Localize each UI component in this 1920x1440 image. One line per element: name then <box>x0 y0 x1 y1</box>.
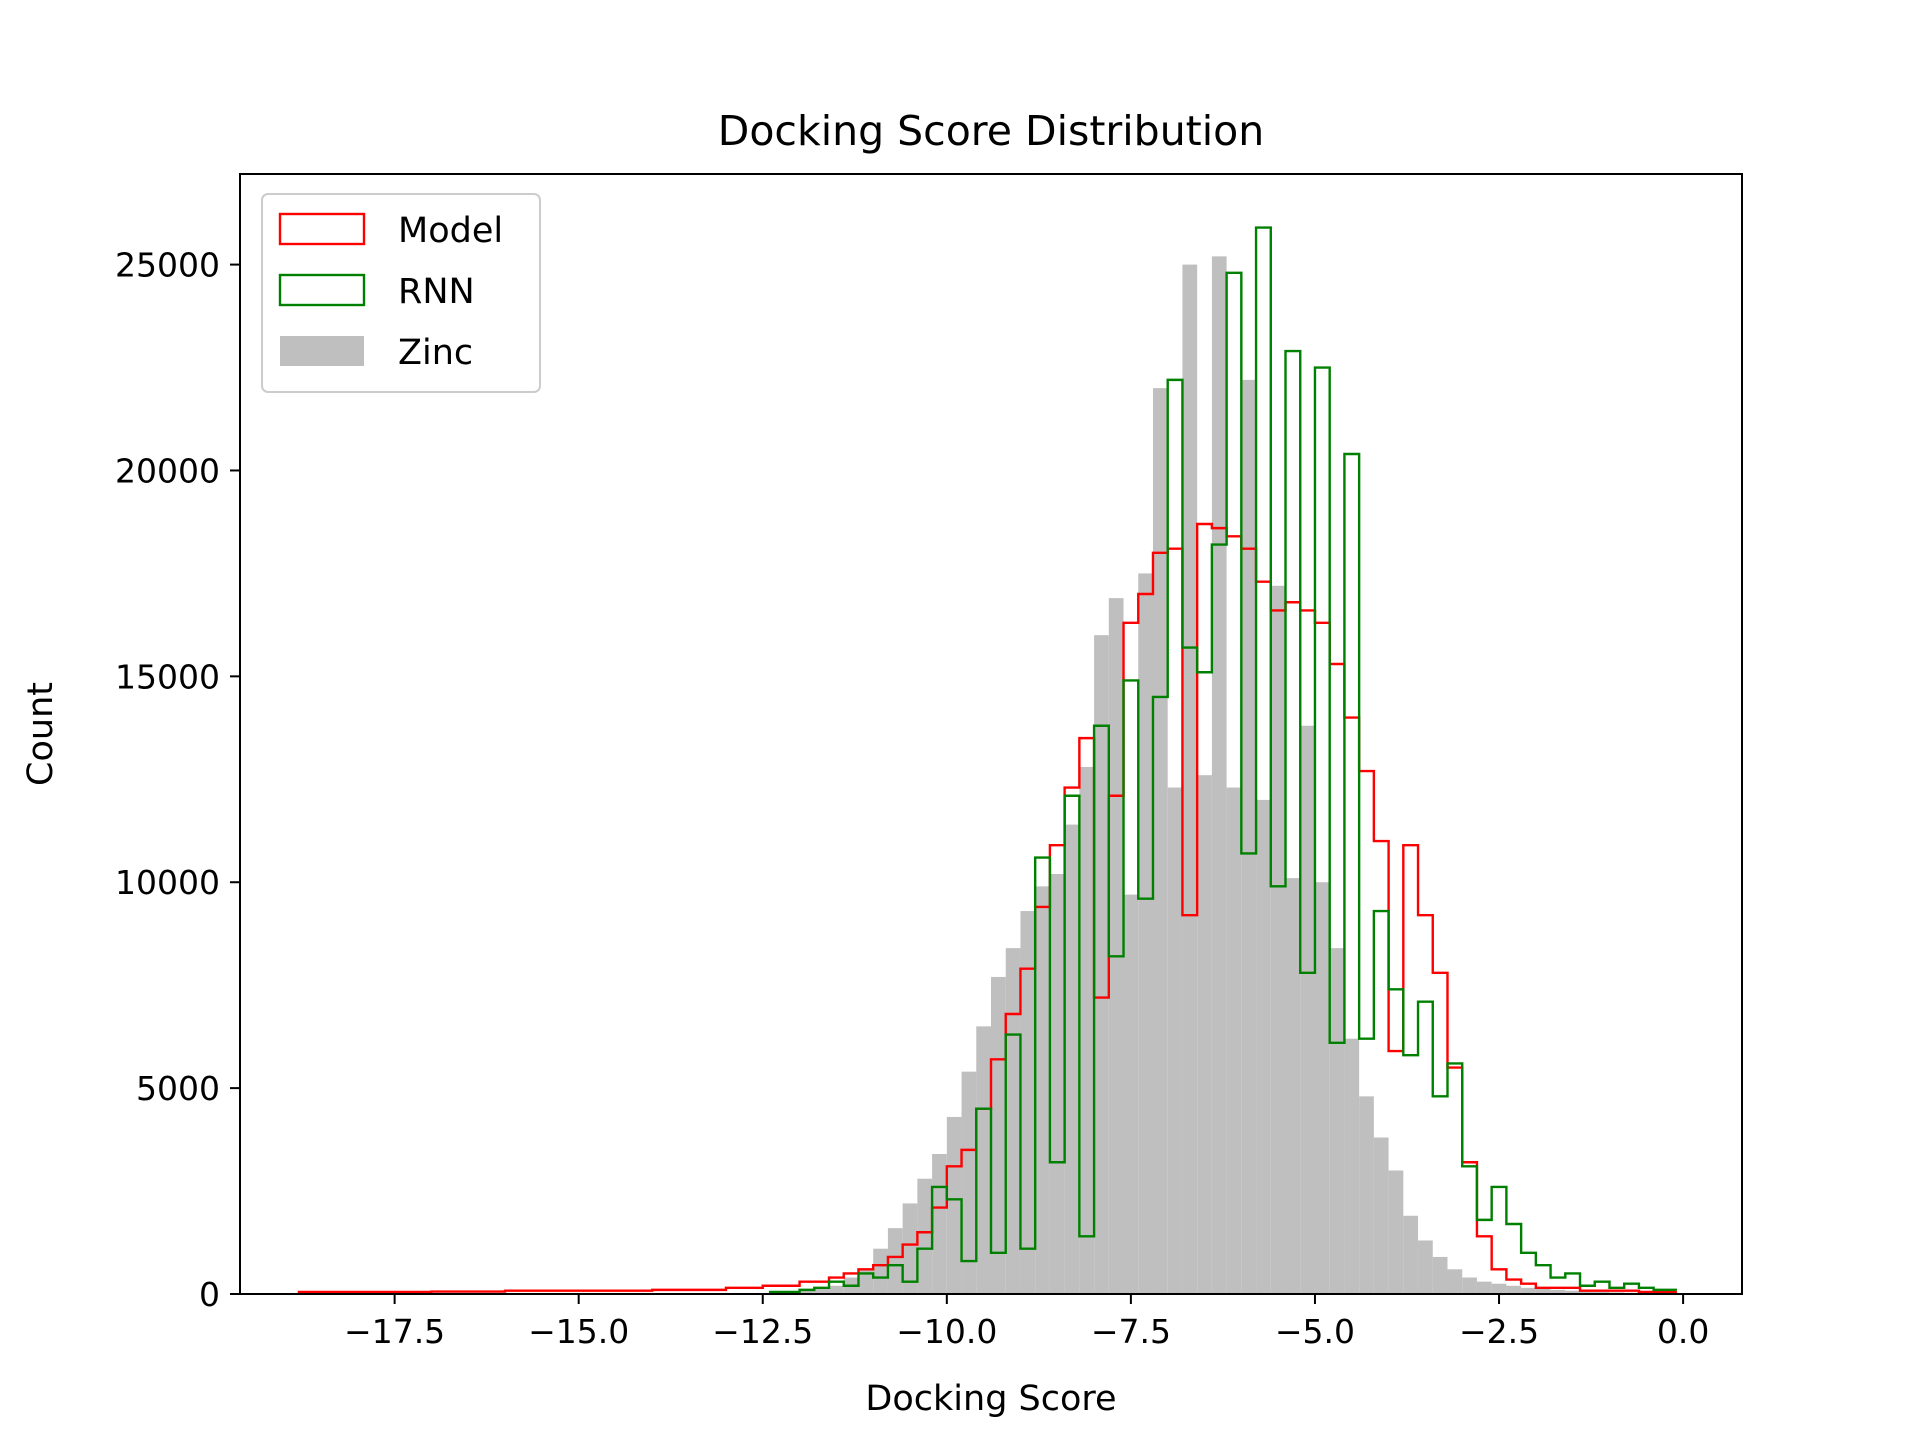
zinc-bar <box>858 1269 874 1294</box>
zinc-bar <box>1285 878 1301 1294</box>
zinc-bar <box>1580 1291 1595 1294</box>
x-tick-label: −17.5 <box>344 1312 445 1351</box>
zinc-bar <box>1373 1137 1389 1294</box>
zinc-bar <box>1035 886 1050 1294</box>
zinc-bar <box>1256 799 1271 1294</box>
x-axis-label: Docking Score <box>865 1379 1116 1419</box>
rnn-series <box>768 226 1677 1294</box>
zinc-bar <box>1108 598 1124 1294</box>
zinc-bar <box>1079 766 1095 1294</box>
zinc-bar <box>1344 1038 1360 1294</box>
legend-rnn-label: RNN <box>398 272 475 312</box>
x-tick-label: −2.5 <box>1459 1312 1539 1351</box>
legend-model-label: Model <box>398 211 503 251</box>
zinc-bar <box>1403 1215 1419 1294</box>
zinc-bar <box>961 1071 977 1294</box>
zinc-bar <box>1476 1281 1492 1294</box>
zinc-bar <box>799 1289 815 1294</box>
y-tick-label: 25000 <box>115 246 220 285</box>
x-tick-label: 0.0 <box>1657 1312 1709 1351</box>
zinc-bar <box>1020 911 1036 1294</box>
x-tick-label: −15.0 <box>528 1312 629 1351</box>
zinc-bar <box>932 1154 947 1294</box>
x-tick-label: −12.5 <box>712 1312 813 1351</box>
x-tick-label: −7.5 <box>1091 1312 1171 1351</box>
zinc-bar <box>1447 1269 1463 1294</box>
zinc-bar <box>1005 948 1021 1294</box>
zinc-bar <box>1270 585 1286 1294</box>
rnn-step-line <box>768 226 1677 1294</box>
model-step-line <box>297 522 1677 1294</box>
zinc-bar <box>991 976 1006 1294</box>
zinc-bar <box>1094 635 1109 1294</box>
zinc-bar <box>1418 1240 1433 1294</box>
zinc-bar <box>1432 1256 1448 1294</box>
legend-rnn-swatch <box>278 273 366 307</box>
zinc-bar <box>887 1228 903 1294</box>
x-axis-ticks: −17.5 −15.0 −12.5 −10.0 −7.5 −5.0 −2.5 0.0 <box>344 1294 1709 1351</box>
zinc-bar <box>1506 1285 1522 1294</box>
zinc-bar <box>1226 787 1242 1294</box>
zinc-bar <box>1241 379 1257 1294</box>
zinc-bar <box>1152 388 1168 1294</box>
zinc-bar <box>1300 725 1315 1294</box>
zinc-bar <box>829 1285 844 1294</box>
legend: Model RNN Zinc <box>261 193 541 393</box>
zinc-bar <box>976 1026 991 1294</box>
zinc-bar <box>902 1203 918 1294</box>
zinc-bar <box>1182 264 1198 1295</box>
zinc-bar <box>1388 1170 1404 1294</box>
zinc-bar <box>1491 1283 1507 1294</box>
plot-frame <box>239 173 1743 1295</box>
y-tick-label: 0 <box>199 1275 220 1314</box>
y-tick-label: 20000 <box>115 451 220 490</box>
legend-zinc-swatch <box>280 336 364 366</box>
zinc-bar <box>1521 1287 1536 1294</box>
zinc-bar <box>1167 787 1183 1294</box>
model-series <box>297 522 1677 1294</box>
zinc-bar <box>1565 1290 1581 1294</box>
legend-zinc-label: Zinc <box>398 333 473 373</box>
zinc-bar <box>1123 894 1139 1294</box>
zinc-bar <box>946 1116 962 1294</box>
zinc-bar <box>1550 1289 1566 1294</box>
zinc-bar <box>1462 1277 1477 1294</box>
y-axis-label: Count <box>21 682 61 786</box>
zinc-bar <box>873 1248 888 1294</box>
y-tick-label: 10000 <box>115 863 220 902</box>
zinc-bar <box>1329 948 1345 1294</box>
zinc-bar <box>917 1178 933 1294</box>
zinc-bar <box>1359 1096 1374 1294</box>
y-tick-label: 5000 <box>136 1069 220 1108</box>
x-tick-label: −5.0 <box>1275 1312 1355 1351</box>
y-axis-ticks: 0 5000 10000 15000 20000 25000 <box>115 246 240 1314</box>
zinc-bar <box>1314 882 1330 1294</box>
zinc-bar <box>1049 874 1065 1294</box>
zinc-bar <box>1211 256 1227 1295</box>
legend-model-swatch <box>278 212 366 246</box>
zinc-bar <box>1064 824 1080 1294</box>
chart-title: Docking Score Distribution <box>718 107 1264 155</box>
zinc-series <box>770 256 1676 1295</box>
zinc-bar <box>1138 573 1153 1294</box>
y-tick-label: 15000 <box>115 657 220 696</box>
zinc-bar <box>814 1287 830 1294</box>
x-tick-label: −10.0 <box>896 1312 997 1351</box>
zinc-bar <box>1594 1291 1610 1294</box>
zinc-bar <box>1197 775 1212 1294</box>
zinc-bar <box>1535 1289 1551 1294</box>
